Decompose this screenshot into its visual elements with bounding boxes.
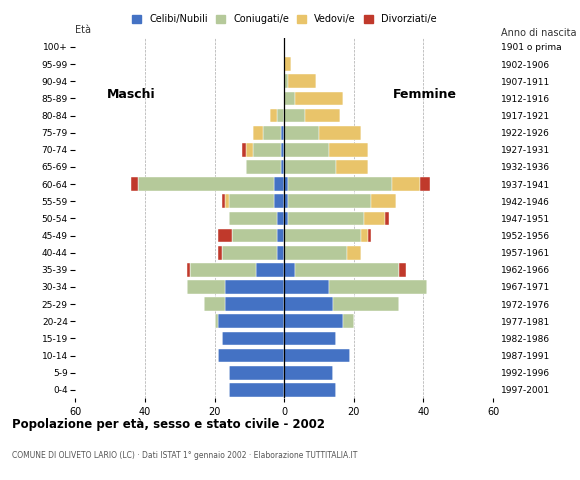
Bar	[284, 212, 288, 225]
Bar	[253, 143, 281, 156]
Bar	[204, 297, 225, 311]
Bar	[329, 143, 368, 156]
Bar	[246, 160, 281, 174]
Bar	[190, 263, 256, 276]
Bar	[253, 126, 263, 140]
Bar	[305, 108, 340, 122]
Bar	[295, 92, 343, 105]
Bar	[288, 74, 316, 88]
Bar	[232, 228, 277, 242]
Bar	[284, 57, 291, 71]
Bar	[284, 74, 288, 88]
Bar	[284, 177, 288, 191]
Bar	[138, 177, 274, 191]
Bar	[187, 263, 190, 276]
Bar	[218, 348, 284, 362]
Bar	[284, 297, 333, 311]
Bar	[284, 366, 333, 380]
Bar	[284, 194, 288, 208]
Bar	[336, 160, 368, 174]
Bar	[288, 177, 392, 191]
Bar	[284, 263, 295, 276]
Bar	[246, 143, 253, 156]
Bar	[277, 108, 284, 122]
Bar	[229, 383, 284, 396]
Bar	[319, 126, 361, 140]
Bar	[347, 246, 361, 260]
Bar	[225, 194, 229, 208]
Text: Anno di nascita: Anno di nascita	[501, 28, 577, 38]
Bar	[281, 126, 284, 140]
Bar	[284, 332, 336, 345]
Bar	[277, 246, 284, 260]
Bar	[284, 314, 343, 328]
Bar	[263, 126, 281, 140]
Bar	[131, 177, 138, 191]
Bar	[274, 194, 284, 208]
Bar	[284, 348, 350, 362]
Bar	[242, 143, 246, 156]
Bar	[284, 383, 336, 396]
Bar	[270, 108, 277, 122]
Bar	[288, 194, 371, 208]
Bar	[361, 228, 368, 242]
Bar	[385, 212, 389, 225]
Bar	[218, 228, 232, 242]
Text: COMUNE DI OLIVETO LARIO (LC) · Dati ISTAT 1° gennaio 2002 · Elaborazione TUTTITA: COMUNE DI OLIVETO LARIO (LC) · Dati ISTA…	[12, 451, 357, 460]
Bar	[274, 177, 284, 191]
Bar	[364, 212, 385, 225]
Bar	[399, 263, 406, 276]
Bar	[284, 126, 319, 140]
Bar	[225, 280, 284, 294]
Bar	[284, 160, 336, 174]
Bar	[222, 332, 284, 345]
Bar	[329, 280, 427, 294]
Text: Età: Età	[75, 25, 92, 35]
Legend: Celibi/Nubili, Coniugati/e, Vedovi/e, Divorziati/e: Celibi/Nubili, Coniugati/e, Vedovi/e, Di…	[132, 14, 437, 24]
Text: Maschi: Maschi	[107, 88, 155, 101]
Text: Femmine: Femmine	[393, 88, 457, 101]
Bar	[277, 228, 284, 242]
Bar	[295, 263, 399, 276]
Bar	[229, 212, 277, 225]
Bar	[281, 143, 284, 156]
Bar	[420, 177, 430, 191]
Bar	[333, 297, 399, 311]
Bar	[284, 143, 329, 156]
Bar	[229, 366, 284, 380]
Bar	[215, 314, 218, 328]
Text: Popolazione per età, sesso e stato civile - 2002: Popolazione per età, sesso e stato civil…	[12, 418, 325, 431]
Bar	[256, 263, 284, 276]
Bar	[368, 228, 371, 242]
Bar	[284, 246, 347, 260]
Bar	[284, 228, 361, 242]
Bar	[392, 177, 420, 191]
Bar	[343, 314, 354, 328]
Bar	[288, 212, 364, 225]
Bar	[284, 92, 295, 105]
Bar	[284, 280, 329, 294]
Bar	[218, 246, 222, 260]
Bar	[225, 297, 284, 311]
Bar	[371, 194, 396, 208]
Bar	[229, 194, 274, 208]
Bar	[277, 212, 284, 225]
Bar	[284, 108, 305, 122]
Bar	[281, 160, 284, 174]
Bar	[222, 194, 225, 208]
Bar	[187, 280, 225, 294]
Bar	[222, 246, 277, 260]
Bar	[218, 314, 284, 328]
